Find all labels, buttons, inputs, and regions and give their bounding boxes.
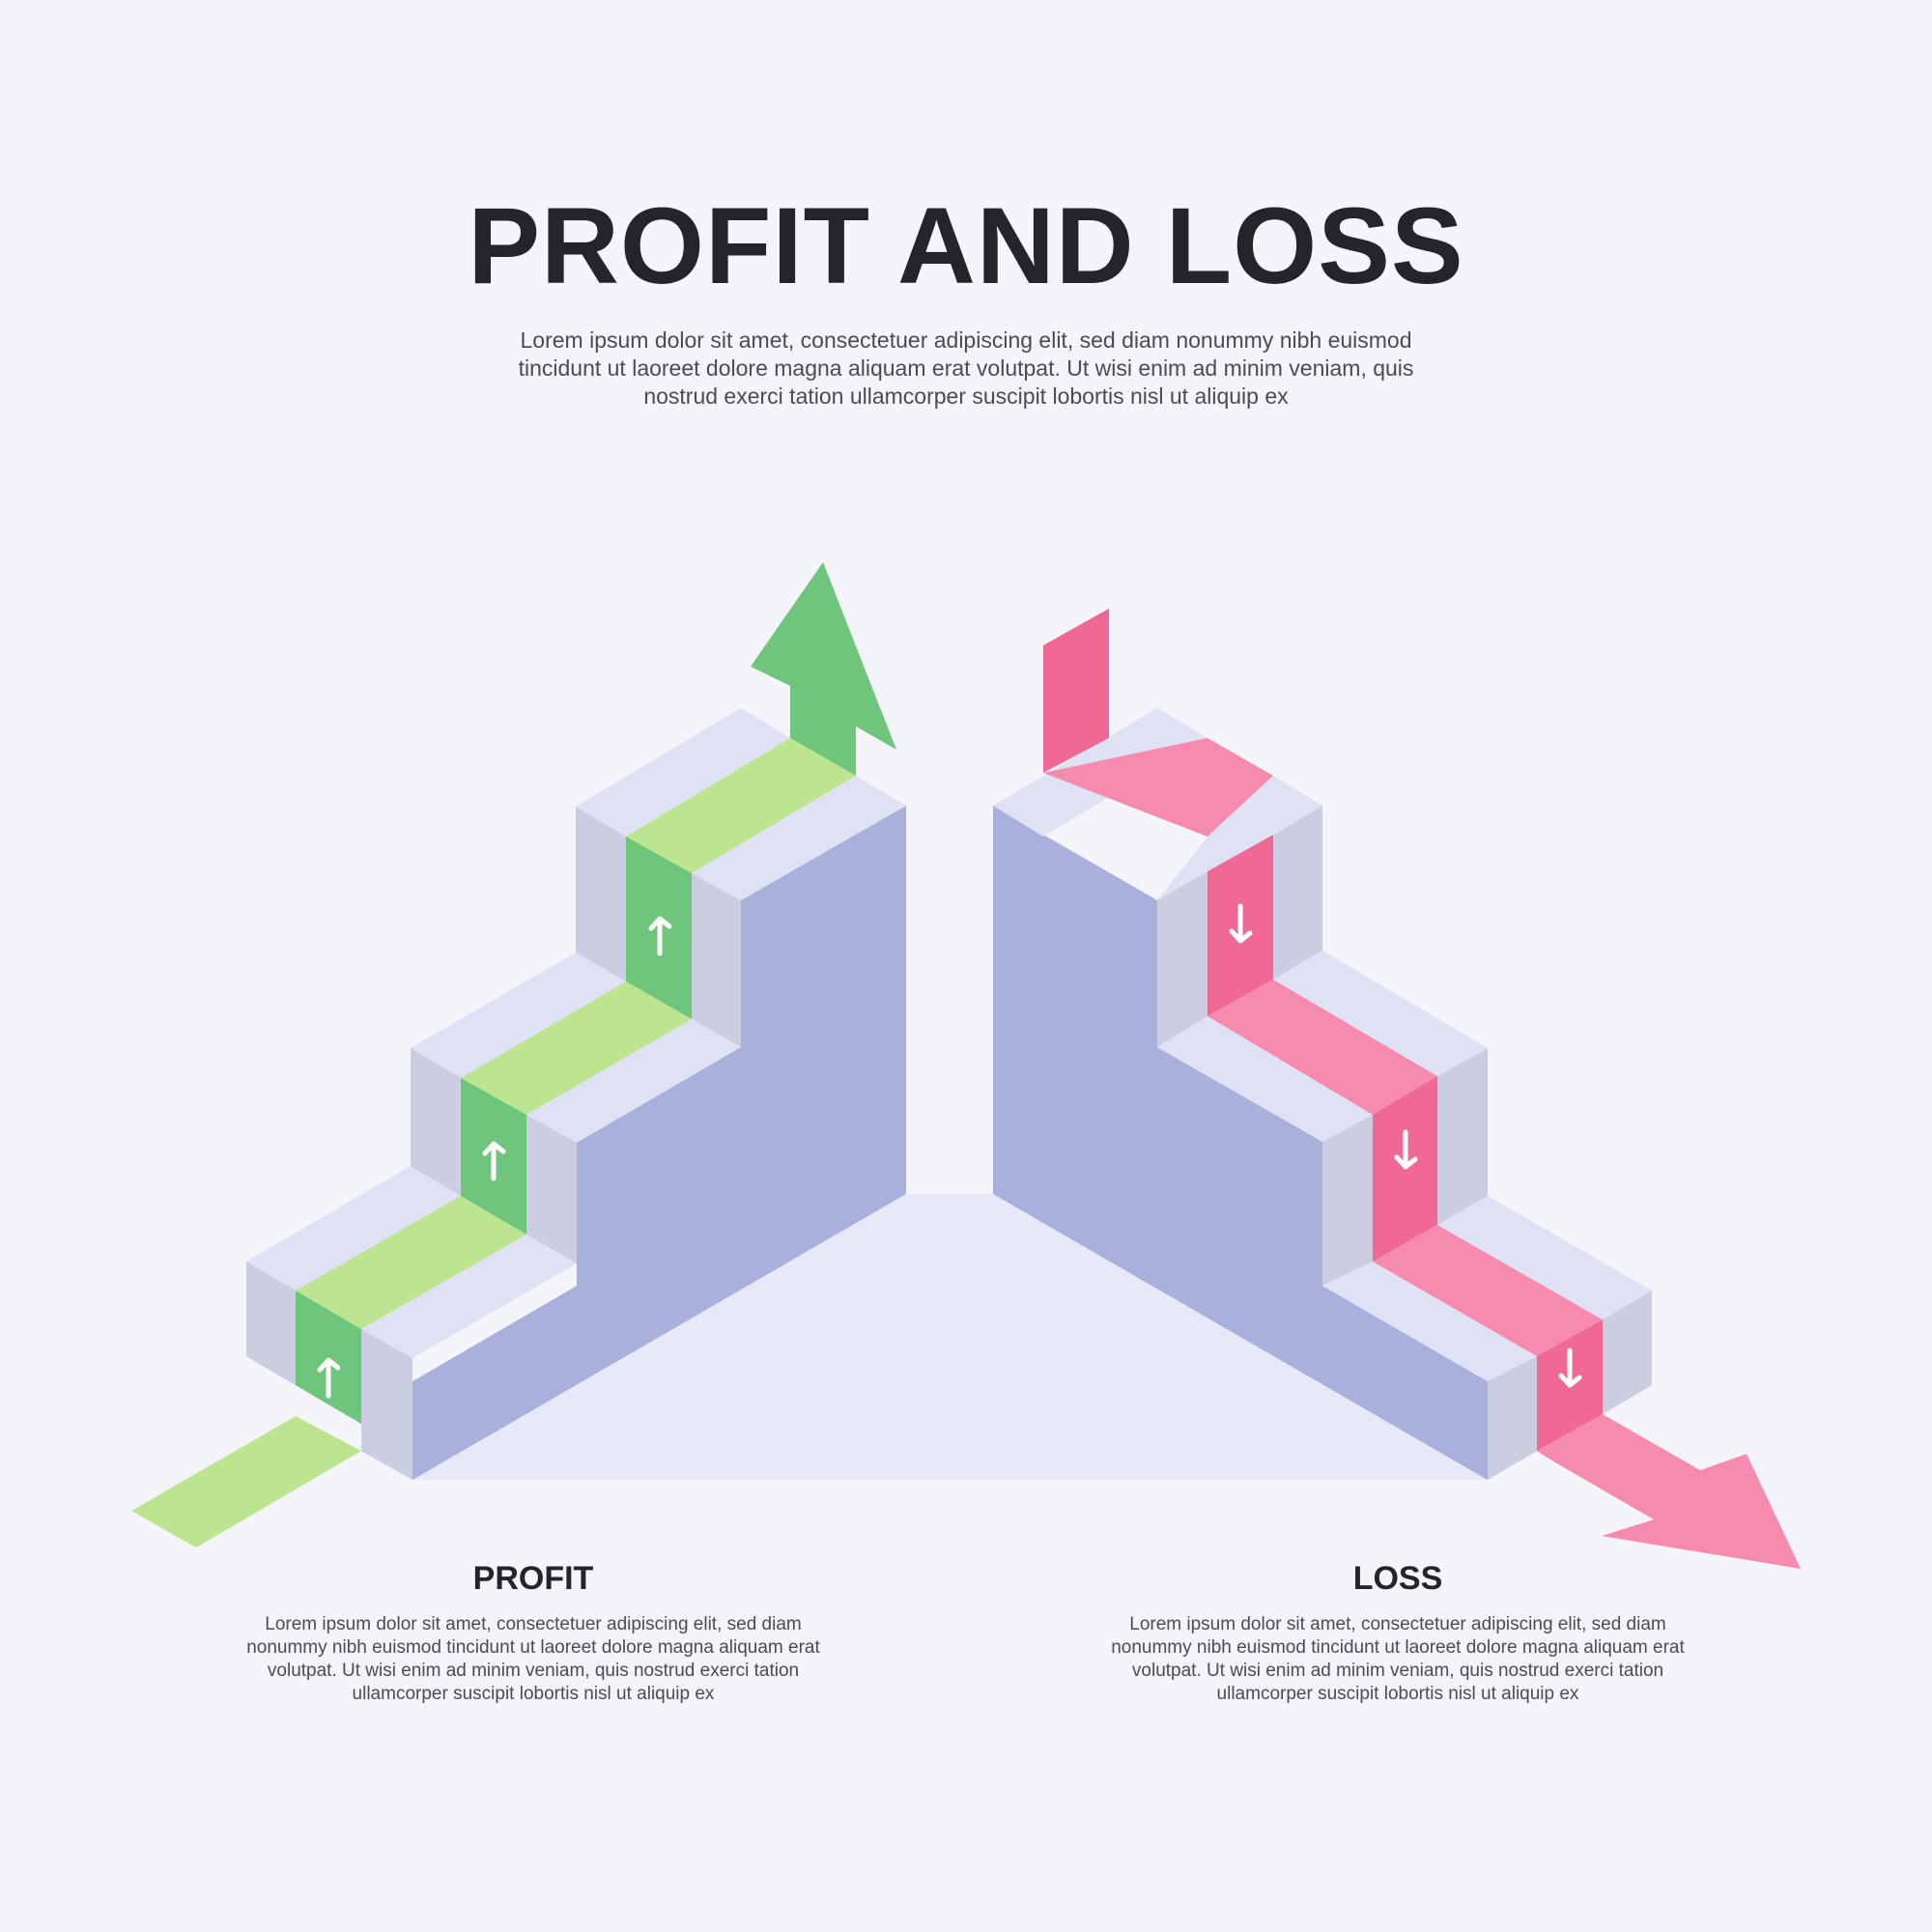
profit-step1-tread-right [361,1235,577,1358]
profit-title: PROFIT [472,1560,594,1597]
floor-plane [412,1194,1488,1480]
profit-description: Lorem ipsum dolor sit amet, consectetuer… [246,1614,820,1704]
loss-step2-tread-stripe [1208,980,1437,1115]
loss-falling-arrow [1537,1414,1801,1569]
loss-caption: LOSS Lorem ipsum dolor sit amet, consect… [1089,1557,1707,1706]
loss-step3-riser-left [1488,1356,1537,1480]
loss-step2-riser-left [1322,1115,1373,1286]
loss-step1-riser-right [1273,806,1322,980]
down-arrow-icon [1394,1129,1418,1170]
profit-step1-riser-stripe [296,1291,361,1424]
loss-step2-riser-right [1437,1048,1488,1225]
up-arrow-icon [648,916,672,956]
profit-step1-tread-stripe [296,1196,526,1329]
loss-step1-riser-left [1157,871,1208,1047]
profit-step1-tread-left [246,1166,461,1291]
page-title: PROFIT AND LOSS [468,185,1464,306]
loss-step1-tread-right [1157,776,1322,900]
loss-step3-tread-stripe [1373,1225,1603,1356]
profit-step2-tread-left [411,952,626,1078]
profit-step3-riser-right [692,873,741,1047]
profit-step1-riser-left [246,1262,296,1385]
profit-rising-arrow [751,562,896,776]
up-arrow-icon [482,1141,506,1181]
profit-step3-riser-left [576,807,626,981]
loss-description: Lorem ipsum dolor sit amet, consectetuer… [1111,1614,1685,1704]
profit-step2-riser-right [526,1115,577,1264]
loss-step2-tread-b [1273,951,1488,1076]
loss-step2-tread-a [1157,1016,1373,1142]
profit-staircase [131,562,906,1548]
down-arrow-icon [1558,1348,1582,1388]
profit-step3-tread-left [576,708,790,837]
profit-step3-tread-stripe [626,738,856,873]
loss-staircase [993,609,1801,1569]
profit-step3-tread-right [692,776,906,900]
profit-floor-ribbon [131,1416,361,1548]
profit-caption: PROFIT Lorem ipsum dolor sit amet, conse… [224,1557,842,1706]
profit-side-wall [412,806,906,1480]
profit-step1-riser-right [361,1329,412,1480]
loss-side-wall [993,806,1488,1480]
loss-step3-tread-b [1437,1196,1652,1320]
down-arrow-icon [1229,903,1253,944]
page-subtitle: Lorem ipsum dolor sit amet, consectetuer… [518,327,1414,409]
loss-step1-tread-stripe [1043,738,1273,837]
loss-step3-riser-right [1603,1291,1652,1414]
profit-step2-tread-right [526,1019,741,1143]
loss-title: LOSS [1352,1560,1443,1597]
up-arrow-icon [317,1357,341,1399]
profit-step2-riser-left [411,1048,461,1196]
loss-drop-post [1043,609,1109,773]
loss-step3-tread-a [1322,1262,1537,1381]
profit-step2-tread-stripe [461,981,692,1115]
